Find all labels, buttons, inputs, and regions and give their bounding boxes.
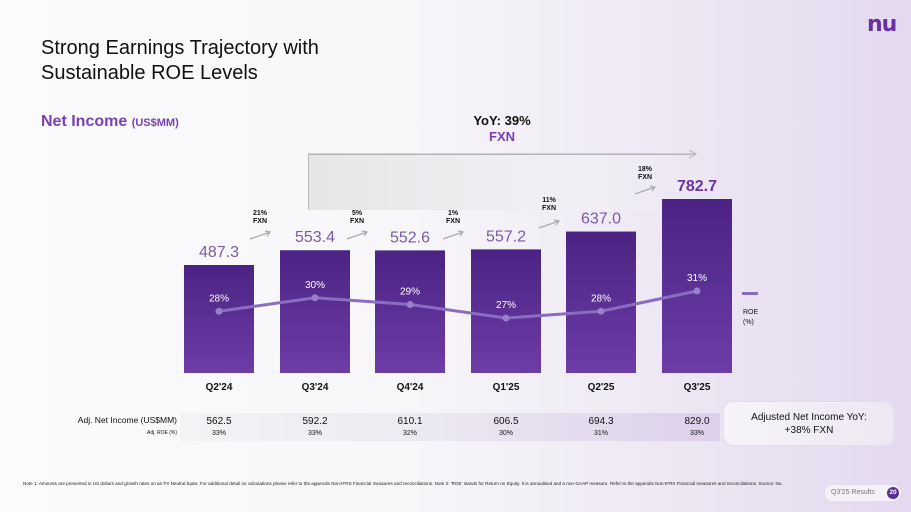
bar-value-label: 552.6 [390,229,430,246]
yoy-arrow-icon [308,149,698,159]
bar-value-label: 637.0 [581,211,621,228]
title-line-2: Sustainable ROE Levels [41,62,258,84]
results-pill: Q3'25 Results 20 [825,485,901,501]
qoq-growth-label: 18% FXN [637,166,652,181]
title-line-1: Strong Earnings Trajectory with [41,37,319,59]
qoq-growth-label: 5% FXN [350,210,364,225]
roe-point [693,287,701,295]
category-label: Q2'24 [206,382,233,393]
roe-point [215,307,223,315]
category-label: Q2'25 [588,382,615,393]
adj-net-income-value: 829.0 [684,416,710,427]
roe-label: 31% [687,273,707,284]
page-number: 20 [887,487,899,499]
roe-point [597,307,605,315]
yoy-label: YoY: 39% [473,113,531,128]
footnote: Note 1: Amounts are presented in US doll… [23,481,783,486]
growth-arrow-icon [346,230,369,240]
legend-line-1: ROE [743,309,759,316]
adjusted-yoy-line-1: Adjusted Net Income YoY: [751,412,867,423]
subtitle-label: Net Income [41,113,128,130]
growth-arrow-icon [249,230,272,240]
qoq-growth-label: 11% FXN [542,197,556,212]
results-label: Q3'25 Results [831,489,875,496]
bar-2 [375,250,445,373]
adj-roe-value: 31% [593,430,608,437]
adj-roe-label: Adj. ROE (%) [146,430,177,436]
adj-net-income-value: 562.5 [206,416,232,427]
legend-line-2: (%) [743,319,754,326]
qoq-growth-label: 21% FXN [252,210,267,225]
page-title: Strong Earnings Trajectory with Sustaina… [41,36,319,86]
adjusted-yoy-line-2: +38% FXN [784,425,834,436]
growth-arrow-icon [634,185,657,195]
bar-value-label: 553.4 [295,229,335,246]
roe-legend-label: ROE (%) [743,308,758,328]
category-label: Q4'24 [397,382,424,393]
adj-roe-value: 32% [402,430,417,437]
bar-4 [566,231,636,373]
yoy-sub: FXN [489,129,515,144]
adj-roe-value: 33% [211,430,226,437]
category-label: Q3'24 [302,382,329,393]
yoy-bracket [308,154,692,210]
adj-net-income-value: 606.5 [493,416,519,427]
roe-point [406,301,414,308]
chart-subtitle: Net Income (US$MM) [41,113,179,131]
bar-value-label: 557.2 [486,228,526,245]
roe-legend-swatch [742,292,758,295]
bar-5 [662,199,732,373]
adj-net-income-label: Adj. Net Income (US$MM) [77,415,177,425]
roe-point [502,314,510,322]
roe-point [311,294,319,302]
bar-0 [184,265,254,373]
subtitle-unit: (US$MM) [131,117,179,129]
adj-net-income-value: 610.1 [397,416,423,427]
roe-line [218,289,698,320]
yoy-callout: YoY: 39% FXN [452,113,552,145]
growth-arrow-icon [538,219,561,229]
adj-roe-value: 30% [498,430,513,437]
adjusted-strip [180,413,720,441]
roe-label: 30% [305,280,325,291]
bar-value-label: 487.3 [199,244,239,261]
roe-label: 28% [209,293,229,304]
roe-label: 28% [591,293,611,304]
qoq-growth-label: 1% FXN [446,210,460,225]
roe-label: 29% [400,287,420,298]
bar-value-label: 782.7 [677,178,717,195]
adj-roe-value: 33% [689,430,704,437]
bar-1 [280,250,350,373]
category-label: Q1'25 [493,382,520,393]
nu-logo: nu [867,12,897,37]
adj-net-income-value: 694.3 [588,416,614,427]
category-label: Q3'25 [684,382,711,393]
roe-label: 27% [496,300,516,311]
bar-3 [471,249,541,373]
adj-net-income-value: 592.2 [302,416,328,427]
growth-arrow-icon [442,230,465,240]
adj-roe-value: 33% [307,430,322,437]
adjusted-yoy-box: Adjusted Net Income YoY: +38% FXN [723,401,895,446]
